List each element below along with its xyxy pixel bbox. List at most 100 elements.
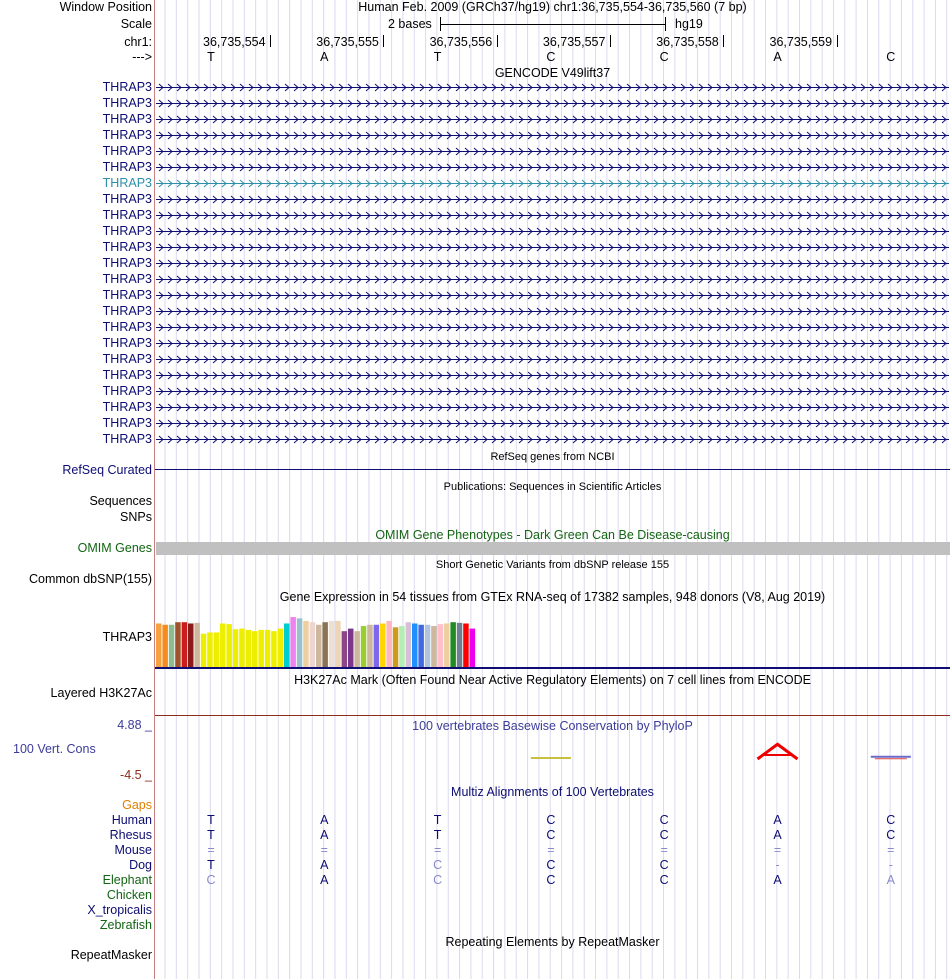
refseq-track-label[interactable]: RefSeq Curated bbox=[62, 463, 152, 477]
conservation-track-label[interactable]: 100 Vert. Cons bbox=[13, 742, 96, 756]
omim-track-title: OMIM Gene Phenotypes - Dark Green Can Be… bbox=[375, 528, 730, 542]
position-tick bbox=[609, 35, 611, 47]
gencode-gene-label[interactable]: THRAP3 bbox=[102, 256, 152, 270]
gencode-transcript[interactable] bbox=[156, 83, 949, 92]
position-label: 36,735,556 bbox=[429, 35, 493, 49]
gencode-gene-label[interactable]: THRAP3 bbox=[102, 336, 152, 350]
gtex-bar bbox=[431, 626, 437, 667]
gencode-gene-label[interactable]: THRAP3 bbox=[102, 80, 152, 94]
gencode-transcript[interactable] bbox=[156, 131, 949, 140]
dbsnp-track-label[interactable]: Common dbSNP(155) bbox=[29, 572, 152, 586]
gencode-gene-label[interactable]: THRAP3 bbox=[102, 208, 152, 222]
omim-gene-feature[interactable] bbox=[156, 542, 950, 555]
gencode-transcript[interactable] bbox=[156, 387, 949, 396]
conservation-plot[interactable] bbox=[155, 742, 950, 772]
multiz-species-label[interactable]: X_tropicalis bbox=[87, 903, 152, 917]
multiz-species-label[interactable]: Rhesus bbox=[109, 828, 152, 842]
gencode-gene-label[interactable]: THRAP3 bbox=[102, 304, 152, 318]
multiz-base: A bbox=[320, 858, 329, 872]
gencode-transcript[interactable] bbox=[156, 275, 949, 284]
gencode-transcript[interactable] bbox=[156, 259, 949, 268]
gtex-bar bbox=[181, 622, 188, 667]
multiz-species-label[interactable]: Zebrafish bbox=[99, 918, 152, 932]
multiz-species-label[interactable]: Dog bbox=[129, 858, 152, 872]
gencode-gene-label[interactable]: THRAP3 bbox=[102, 432, 152, 446]
gtex-bar bbox=[309, 622, 316, 667]
gencode-gene-label[interactable]: THRAP3 bbox=[102, 192, 152, 206]
gencode-gene-label[interactable]: THRAP3 bbox=[102, 320, 152, 334]
multiz-base: C bbox=[886, 813, 896, 827]
gencode-transcript[interactable] bbox=[156, 195, 949, 204]
gencode-transcript[interactable] bbox=[156, 371, 949, 380]
gencode-gene-label[interactable]: THRAP3 bbox=[102, 352, 152, 366]
gencode-gene-label[interactable]: THRAP3 bbox=[102, 112, 152, 126]
gtex-bar bbox=[341, 631, 348, 667]
gtex-bar bbox=[303, 620, 309, 667]
gencode-transcript[interactable] bbox=[156, 419, 949, 428]
multiz-species-label[interactable]: Human bbox=[111, 813, 152, 827]
gencode-transcript[interactable] bbox=[156, 339, 949, 348]
gencode-transcript[interactable] bbox=[156, 99, 949, 108]
gencode-gene-label[interactable]: THRAP3 bbox=[102, 224, 152, 238]
multiz-species-label[interactable]: Chicken bbox=[106, 888, 152, 902]
repeatmasker-track-label[interactable]: RepeatMasker bbox=[70, 948, 152, 962]
gencode-transcript[interactable] bbox=[156, 179, 949, 188]
conservation-max-label: 4.88 _ bbox=[117, 718, 152, 732]
gencode-transcript[interactable] bbox=[156, 115, 949, 124]
gencode-gene-label[interactable]: THRAP3 bbox=[102, 384, 152, 398]
h3k27ac-track-label[interactable]: Layered H3K27Ac bbox=[50, 686, 152, 700]
gencode-gene-label[interactable]: THRAP3 bbox=[102, 368, 152, 382]
gencode-transcript[interactable] bbox=[156, 291, 949, 300]
multiz-base: A bbox=[320, 813, 329, 827]
gencode-transcript[interactable] bbox=[156, 307, 949, 316]
gencode-transcript[interactable] bbox=[156, 323, 949, 332]
gencode-transcript[interactable] bbox=[156, 211, 949, 220]
multiz-base: A bbox=[320, 873, 329, 887]
repeatmasker-track-title: Repeating Elements by RepeatMasker bbox=[445, 935, 660, 949]
gtex-expression-bars[interactable] bbox=[156, 603, 556, 667]
gtex-bar bbox=[354, 631, 360, 667]
publications-sequences-label[interactable]: Sequences bbox=[89, 494, 152, 508]
multiz-base: T bbox=[207, 858, 215, 872]
gencode-transcript[interactable] bbox=[156, 355, 949, 364]
multiz-species-label[interactable]: Mouse bbox=[114, 843, 152, 857]
position-tick bbox=[836, 35, 838, 47]
gtex-track-title: Gene Expression in 54 tissues from GTEx … bbox=[279, 590, 826, 604]
multiz-track-title: Multiz Alignments of 100 Vertebrates bbox=[451, 785, 654, 799]
gencode-transcript[interactable] bbox=[156, 163, 949, 172]
gencode-gene-label[interactable]: THRAP3 bbox=[102, 400, 152, 414]
ruler-base: T bbox=[207, 50, 215, 64]
gencode-gene-label[interactable]: THRAP3 bbox=[102, 240, 152, 254]
gtex-bar bbox=[424, 624, 431, 667]
gencode-gene-label[interactable]: THRAP3 bbox=[102, 160, 152, 174]
multiz-species-label[interactable]: Elephant bbox=[102, 873, 152, 887]
gtex-bar bbox=[412, 623, 418, 667]
gtex-bar bbox=[162, 624, 168, 667]
omim-track-label[interactable]: OMIM Genes bbox=[77, 541, 152, 555]
scale-bar bbox=[440, 24, 666, 25]
window-position-label: Window Position bbox=[59, 0, 152, 14]
multiz-base: = bbox=[660, 843, 668, 857]
gtex-bar bbox=[284, 623, 290, 667]
gencode-gene-label[interactable]: THRAP3 bbox=[102, 288, 152, 302]
gencode-gene-label[interactable]: THRAP3 bbox=[102, 272, 152, 286]
multiz-base: C bbox=[659, 828, 669, 842]
gencode-gene-label[interactable]: THRAP3 bbox=[102, 144, 152, 158]
gencode-transcript[interactable] bbox=[156, 403, 949, 412]
gencode-gene-label[interactable]: THRAP3 bbox=[102, 416, 152, 430]
gencode-transcript[interactable] bbox=[156, 227, 949, 236]
gtex-bar bbox=[168, 624, 175, 667]
publications-snps-label[interactable]: SNPs bbox=[120, 510, 152, 524]
ruler-base: A bbox=[320, 50, 329, 64]
gencode-transcript[interactable] bbox=[156, 147, 949, 156]
gencode-transcript[interactable] bbox=[156, 435, 949, 444]
position-tick bbox=[496, 35, 498, 47]
gencode-gene-label[interactable]: THRAP3 bbox=[102, 176, 152, 190]
gencode-gene-label[interactable]: THRAP3 bbox=[102, 128, 152, 142]
refseq-gene-line[interactable] bbox=[155, 469, 950, 470]
gtex-track-label[interactable]: THRAP3 bbox=[102, 630, 152, 644]
gencode-transcript[interactable] bbox=[156, 243, 949, 252]
multiz-base: C bbox=[206, 873, 216, 887]
gencode-gene-label[interactable]: THRAP3 bbox=[102, 96, 152, 110]
